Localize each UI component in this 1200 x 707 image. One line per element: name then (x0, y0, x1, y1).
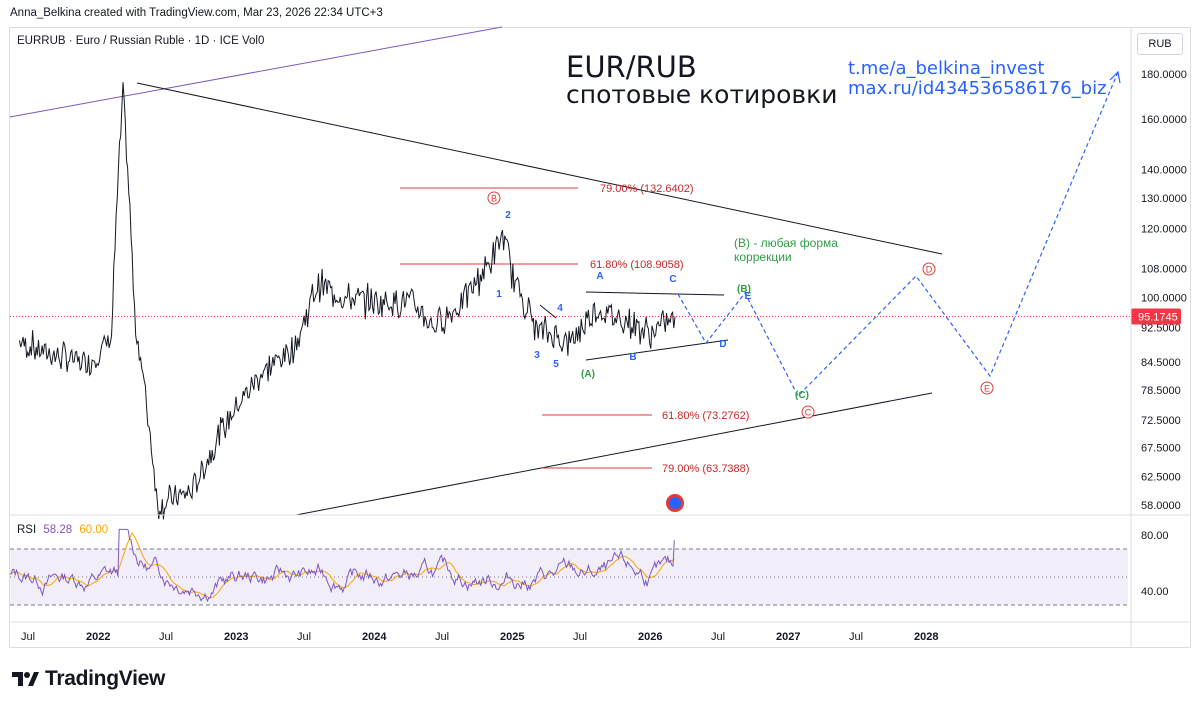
last-price-badge (1131, 308, 1181, 325)
price-axis-tick: 84.5000 (1141, 357, 1181, 369)
contracting-lower-line (585, 339, 729, 361)
fib-level-label: 61.80% (108.9058) (590, 259, 684, 271)
chart-frame (9, 27, 1191, 648)
price-axis-tick: 160.0000 (1141, 114, 1187, 126)
time-axis-tick: 2026 (638, 631, 662, 643)
rsi-legend: RSI 58.28 60.00 (17, 524, 108, 536)
rsi-ma-value: 60.00 (79, 524, 109, 536)
forecast-arrowhead (1109, 70, 1121, 84)
wave-label: E (984, 384, 990, 394)
chart-subtitle: спотовые котировки (566, 80, 838, 109)
price-axis-tick: 120.0000 (1141, 223, 1187, 235)
max-link[interactable]: max.ru/id434536586176_biz (848, 78, 1107, 99)
rsi-axis-tick: 80.00 (1141, 530, 1169, 542)
forecast-path (677, 71, 1119, 398)
wave-label: (A) (581, 369, 595, 380)
time-axis-tick: Jul (711, 631, 725, 643)
time-axis-tick: 2027 (776, 631, 800, 643)
time-axis-tick: Jul (297, 631, 311, 643)
wave-label: 4 (557, 303, 563, 314)
price-axis-tick: 62.5000 (1141, 472, 1181, 484)
upper-triangle-line (136, 82, 943, 255)
purple-trendline (9, 26, 503, 118)
telegram-link[interactable]: t.me/a_belkina_invest (848, 58, 1045, 79)
currency-button[interactable]: RUB (1137, 33, 1183, 55)
time-axis-tick: 2028 (914, 631, 938, 643)
wave-label: B (629, 352, 636, 363)
price-series-line (19, 82, 676, 520)
wave-label: D (719, 339, 726, 350)
time-axis-tick: 2025 (500, 631, 524, 643)
price-axis-tick: 58.0000 (1141, 500, 1181, 512)
time-axis-tick: Jul (435, 631, 449, 643)
wave-label: E (745, 291, 752, 302)
price-axis-tick: 130.0000 (1141, 193, 1187, 205)
fib-level-label: 79.00% (63.7388) (662, 463, 749, 475)
time-axis-tick: Jul (573, 631, 587, 643)
wave-label: D (926, 265, 933, 275)
tradingview-logo-text: TradingView (45, 667, 166, 690)
time-axis-tick: Jul (849, 631, 863, 643)
wave-label: 2 (505, 210, 511, 221)
price-axis-tick: 72.5000 (1141, 415, 1181, 427)
price-axis-tick: 140.0000 (1141, 165, 1187, 177)
comment-text-line2: коррекции (734, 250, 792, 264)
rsi-label: RSI (17, 524, 37, 536)
fib-level-label: 79.00% (132.6402) (600, 183, 694, 195)
time-axis-tick: 2023 (224, 631, 248, 643)
lower-triangle-line (295, 392, 933, 516)
tradingview-logo[interactable]: TradingView (11, 667, 165, 691)
price-axis-tick: 78.5000 (1141, 385, 1181, 397)
time-axis-tick: 2022 (86, 631, 110, 643)
time-axis-tick: Jul (159, 631, 173, 643)
time-axis-tick: Jul (21, 631, 35, 643)
price-axis-tick: 108.0000 (1141, 263, 1187, 275)
wave-label-circle (801, 405, 815, 419)
wave4-line (539, 304, 557, 319)
price-axis-tick: 180.0000 (1141, 69, 1187, 81)
rsi-line (9, 528, 675, 603)
rsi-axis-tick: 40.00 (1141, 586, 1169, 598)
wave-label-circle (980, 381, 994, 395)
price-axis-tick: 100.0000 (1141, 293, 1187, 305)
author-line: Anna_Belkina created with TradingView.co… (10, 7, 383, 19)
fib-level-label: 61.80% (73.2762) (662, 410, 749, 422)
wave-label: A (596, 271, 603, 282)
wave-label: B (491, 194, 497, 204)
wave-label: 3 (534, 350, 540, 361)
rsi-band-fill (10, 549, 1128, 605)
symbol-line[interactable]: EURRUB · Euro / Russian Ruble · 1D · ICE… (17, 35, 265, 47)
chart-title: EUR/RUB (566, 50, 697, 84)
price-axis-tick: 92.5000 (1141, 322, 1181, 334)
event-badge-inner (669, 497, 681, 509)
wave-label-circle (487, 191, 501, 205)
wave-label: 1 (496, 289, 502, 300)
wave-label: 5 (553, 359, 559, 370)
wave-label: C (669, 274, 676, 285)
wave-label: C (805, 408, 812, 418)
contracting-upper-line (585, 291, 725, 296)
wave-label: (C) (795, 390, 809, 401)
tradingview-logo-icon (12, 672, 39, 686)
rsi-value: 58.28 (43, 524, 73, 536)
last-price-label: 95.1745 (1138, 312, 1178, 324)
rsi-ma-line (9, 531, 675, 599)
wave-label: (B) (737, 284, 751, 295)
wave-label-circle (922, 262, 936, 276)
comment-text-line1: (B) - любая форма (734, 236, 838, 250)
price-axis-tick: 67.5000 (1141, 442, 1181, 454)
time-axis-tick: 2024 (362, 631, 387, 643)
